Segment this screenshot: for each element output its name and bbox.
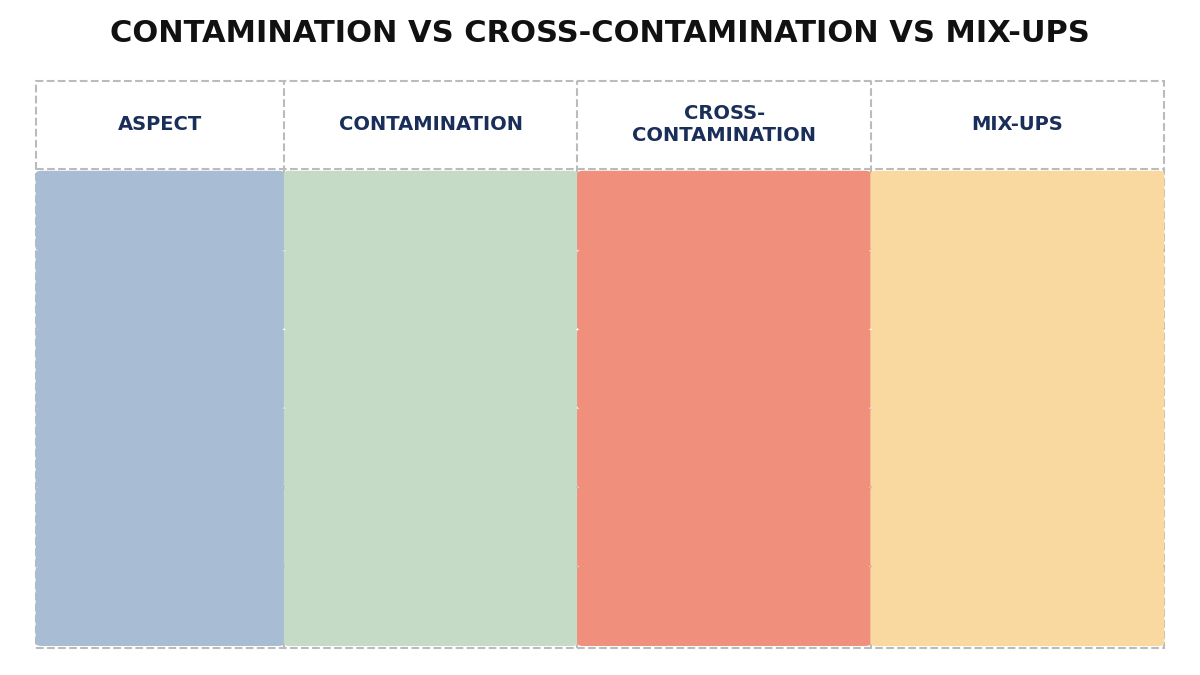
- Text: Impact: Impact: [128, 360, 192, 378]
- FancyBboxPatch shape: [870, 171, 1164, 251]
- FancyBboxPatch shape: [36, 566, 284, 646]
- Text: FDA 21 CFR 211.122, EU GDP
Chapter 4: FDA 21 CFR 211.122, EU GDP Chapter 4: [905, 590, 1130, 622]
- Text: MIX-UPS: MIX-UPS: [972, 115, 1063, 134]
- Text: Cleaning validation,
analytical testing: Cleaning validation, analytical testing: [648, 432, 800, 464]
- Text: Barcode tracking, unique
packaging, robust SOPs: Barcode tracking, unique packaging, robu…: [920, 510, 1114, 543]
- FancyBboxPatch shape: [36, 250, 284, 330]
- FancyBboxPatch shape: [36, 487, 284, 567]
- Text: Source: Source: [127, 281, 192, 299]
- Text: Unintended drug exposure,
regulatory non-compliance: Unintended drug exposure, regulatory non…: [619, 352, 829, 385]
- Text: CONTAMINATION: CONTAMINATION: [338, 115, 523, 134]
- FancyBboxPatch shape: [577, 408, 871, 488]
- Text: ICH Q7, EMA HBEL guidelines,
EU GMP Chapter 5: ICH Q7, EMA HBEL guidelines, EU GMP Chap…: [610, 590, 839, 622]
- FancyBboxPatch shape: [284, 487, 578, 567]
- Text: Prevention Strategies: Prevention Strategies: [58, 518, 263, 536]
- Text: CROSS-
CONTAMINATION: CROSS- CONTAMINATION: [632, 105, 816, 145]
- Text: Procedural errors leading to
product mix-ups: Procedural errors leading to product mix…: [911, 195, 1124, 227]
- FancyBboxPatch shape: [577, 487, 871, 567]
- Text: Transfer of materials between
different products: Transfer of materials between different …: [610, 195, 839, 227]
- Text: Regulatory Focus: Regulatory Focus: [79, 597, 241, 615]
- Text: Introduction of unintended
foreign substances: Introduction of unintended foreign subst…: [329, 195, 533, 227]
- FancyBboxPatch shape: [36, 408, 284, 488]
- Text: Segregated areas, dedicated
equipment, gowning: Segregated areas, dedicated equipment, g…: [613, 510, 835, 543]
- FancyBboxPatch shape: [870, 250, 1164, 330]
- FancyBboxPatch shape: [577, 329, 871, 409]
- Text: Line clearance, label
audits, in-process checks: Line clearance, label audits, in-process…: [920, 432, 1114, 464]
- FancyBboxPatch shape: [284, 329, 578, 409]
- Text: Cleanrooms, HEPA filters,
validated cleaning: Cleanrooms, HEPA filters, validated clea…: [334, 510, 528, 543]
- Text: Incorrect dosage, patient harm,
recalls: Incorrect dosage, patient harm, recalls: [896, 352, 1139, 385]
- Text: Human error, similar
packaging, poor documentation: Human error, similar packaging, poor doc…: [895, 274, 1140, 306]
- Text: Environmental monitoring,
QC tests: Environmental monitoring, QC tests: [329, 432, 533, 464]
- Text: FDA 21 CFR 211.42, USP
<1116>, EU Annex 1: FDA 21 CFR 211.42, USP <1116>, EU Annex …: [337, 590, 524, 622]
- Text: GMP
INSIDERS: GMP INSIDERS: [426, 364, 484, 386]
- Text: Product sterility, patient
safety risk: Product sterility, patient safety risk: [338, 352, 523, 385]
- Bar: [36, 81, 1164, 648]
- FancyBboxPatch shape: [577, 566, 871, 646]
- FancyBboxPatch shape: [870, 487, 1164, 567]
- FancyBboxPatch shape: [577, 250, 871, 330]
- Text: Detection: Detection: [114, 439, 205, 457]
- FancyBboxPatch shape: [284, 408, 578, 488]
- FancyBboxPatch shape: [36, 171, 284, 251]
- Text: Definition: Definition: [114, 202, 206, 220]
- FancyBboxPatch shape: [870, 329, 1164, 409]
- Text: Environment, personnel,
equipment, raw materials: Environment, personnel, equipment, raw m…: [332, 274, 529, 306]
- Text: CONTAMINATION VS CROSS-CONTAMINATION VS MIX-UPS: CONTAMINATION VS CROSS-CONTAMINATION VS …: [110, 20, 1090, 48]
- FancyBboxPatch shape: [577, 171, 871, 251]
- FancyBboxPatch shape: [870, 566, 1164, 646]
- FancyBboxPatch shape: [870, 408, 1164, 488]
- FancyBboxPatch shape: [284, 171, 578, 251]
- Text: Shared equipment, airborne
particles, personnel: Shared equipment, airborne particles, pe…: [616, 274, 832, 306]
- FancyBboxPatch shape: [284, 250, 578, 330]
- Text: ASPECT: ASPECT: [118, 115, 203, 134]
- FancyBboxPatch shape: [36, 329, 284, 409]
- FancyBboxPatch shape: [284, 566, 578, 646]
